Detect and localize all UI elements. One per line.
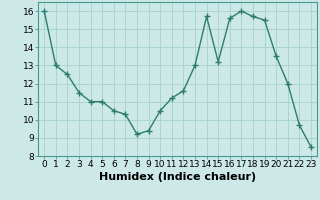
- X-axis label: Humidex (Indice chaleur): Humidex (Indice chaleur): [99, 172, 256, 182]
